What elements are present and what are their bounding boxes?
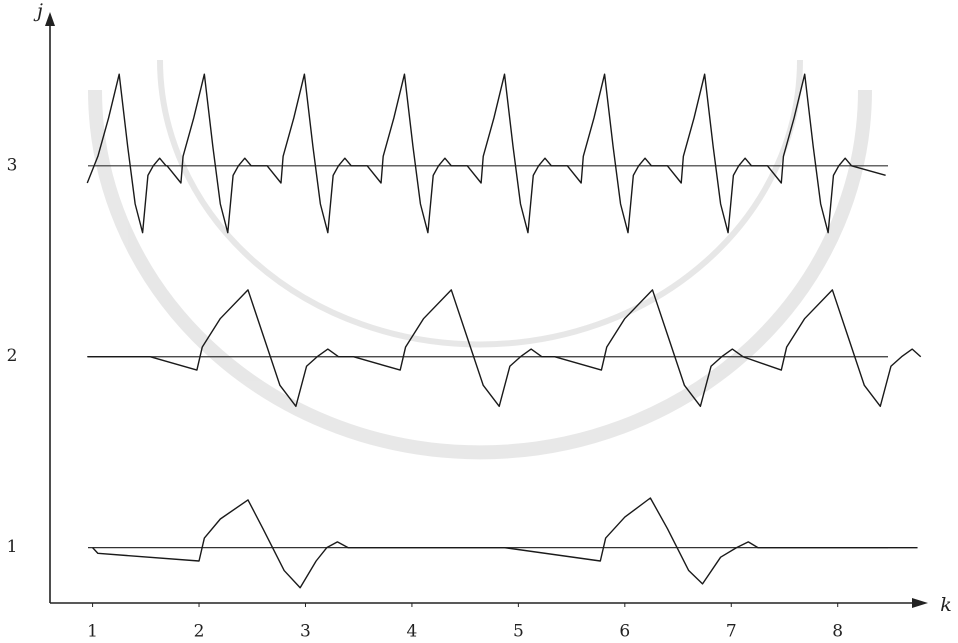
y-tick-label: 1 bbox=[7, 537, 18, 557]
watermark-arc bbox=[95, 90, 865, 452]
x-tick-label: 2 bbox=[194, 622, 205, 642]
watermark-arc bbox=[160, 60, 800, 344]
y-tick-label: 2 bbox=[7, 346, 18, 366]
x-axis-arrow bbox=[912, 598, 928, 608]
x-tick-label: 1 bbox=[87, 622, 98, 642]
x-tick-label: 4 bbox=[407, 622, 418, 642]
y-axis-arrow bbox=[45, 12, 55, 26]
x-tick-label: 8 bbox=[832, 622, 843, 642]
x-tick-label: 6 bbox=[619, 622, 630, 642]
y-tick-label: 3 bbox=[7, 155, 18, 175]
x-tick-label: 3 bbox=[300, 622, 311, 642]
line-series bbox=[93, 498, 918, 588]
x-tick-label: 7 bbox=[726, 622, 737, 642]
chart: j k 1 2 3 1 2 3 4 5 6 7 8 bbox=[0, 0, 958, 643]
x-axis-label: k bbox=[940, 594, 952, 616]
watermark bbox=[95, 60, 865, 452]
x-tick-label: 5 bbox=[513, 622, 524, 642]
page: j k 12312345678 (() => { const data = JS… bbox=[0, 0, 958, 643]
y-axis-label: j bbox=[33, 0, 43, 22]
